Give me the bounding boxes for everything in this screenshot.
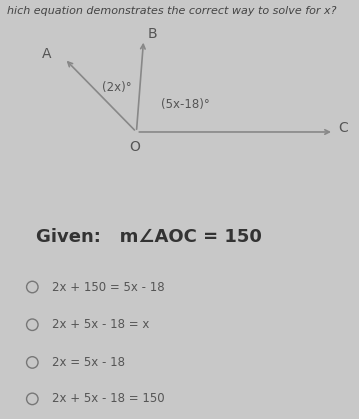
- Text: hich equation demonstrates the correct way to solve for x?: hich equation demonstrates the correct w…: [7, 6, 337, 16]
- Text: (2x)°: (2x)°: [102, 81, 131, 95]
- Text: Given:   m∠AOC = 150: Given: m∠AOC = 150: [36, 228, 262, 246]
- Text: B: B: [148, 26, 157, 41]
- Text: (5x-18)°: (5x-18)°: [160, 98, 209, 111]
- Text: O: O: [129, 140, 140, 154]
- Text: 2x = 5x - 18: 2x = 5x - 18: [52, 356, 125, 369]
- Text: A: A: [42, 47, 51, 62]
- Text: 2x + 5x - 18 = 150: 2x + 5x - 18 = 150: [52, 392, 165, 406]
- Text: C: C: [338, 121, 348, 135]
- Text: 2x + 150 = 5x - 18: 2x + 150 = 5x - 18: [52, 280, 165, 294]
- Text: 2x + 5x - 18 = x: 2x + 5x - 18 = x: [52, 318, 149, 331]
